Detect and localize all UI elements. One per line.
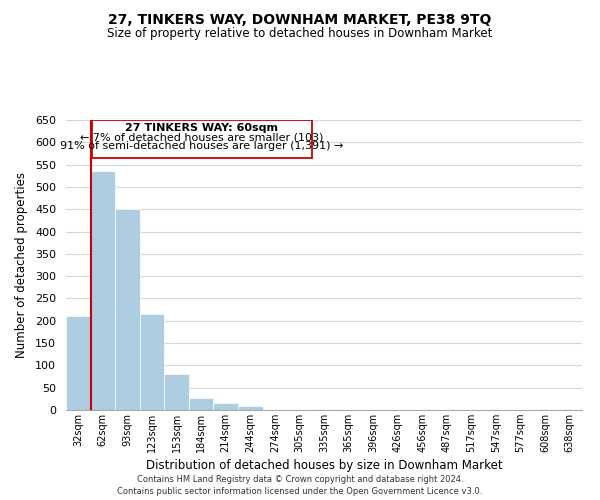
Bar [189, 398, 214, 410]
Y-axis label: Number of detached properties: Number of detached properties [15, 172, 28, 358]
Bar [312, 408, 336, 410]
Text: Size of property relative to detached houses in Downham Market: Size of property relative to detached ho… [107, 28, 493, 40]
Text: Contains HM Land Registry data © Crown copyright and database right 2024.: Contains HM Land Registry data © Crown c… [137, 475, 463, 484]
Bar [91, 172, 115, 410]
Text: ← 7% of detached houses are smaller (103): ← 7% of detached houses are smaller (103… [80, 132, 323, 142]
Text: 27, TINKERS WAY, DOWNHAM MARKET, PE38 9TQ: 27, TINKERS WAY, DOWNHAM MARKET, PE38 9T… [109, 12, 491, 26]
FancyBboxPatch shape [92, 120, 312, 158]
Bar [164, 374, 189, 410]
Text: Contains public sector information licensed under the Open Government Licence v3: Contains public sector information licen… [118, 487, 482, 496]
Text: 27 TINKERS WAY: 60sqm: 27 TINKERS WAY: 60sqm [125, 123, 278, 133]
Bar [214, 404, 238, 410]
Text: 91% of semi-detached houses are larger (1,391) →: 91% of semi-detached houses are larger (… [60, 141, 343, 151]
Bar [115, 209, 140, 410]
Bar [140, 314, 164, 410]
Bar [66, 316, 91, 410]
X-axis label: Distribution of detached houses by size in Downham Market: Distribution of detached houses by size … [146, 459, 502, 472]
Bar [238, 406, 263, 410]
